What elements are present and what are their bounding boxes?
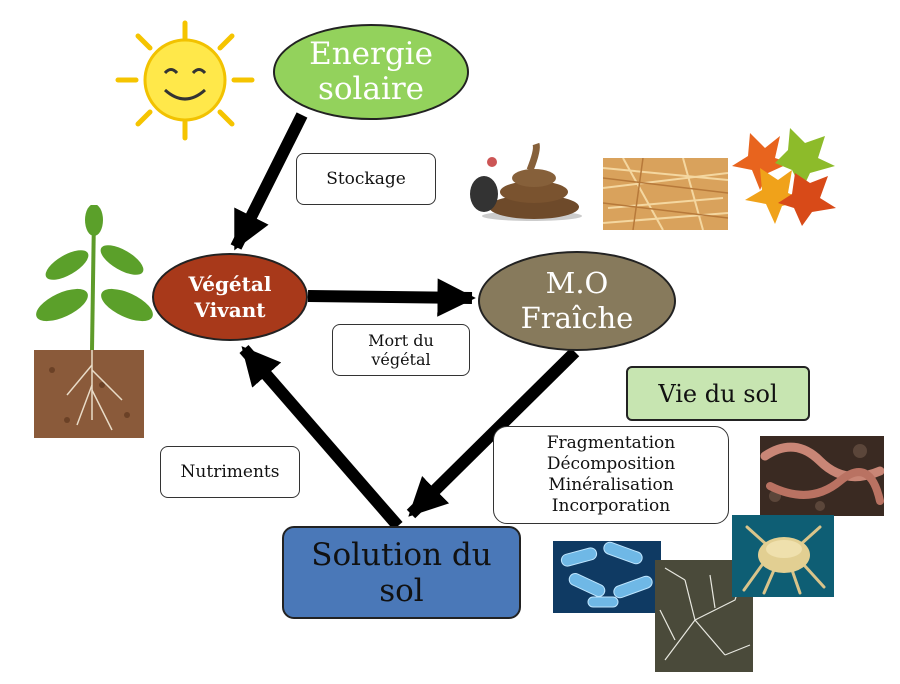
node-label-line: Energie	[309, 36, 433, 72]
edge-label-line: végétal	[371, 350, 431, 369]
node-vie-du-sol: Vie du sol	[626, 366, 810, 421]
process-item: Minéralisation	[548, 475, 674, 495]
node-label-line: Vivant	[194, 298, 266, 322]
node-label-line: Solution du	[311, 536, 492, 573]
autumn-leaves-icon	[732, 128, 836, 226]
edge-label-text: Nutriments	[180, 462, 280, 482]
node-label-line: solaire	[317, 71, 425, 107]
node-mo-fraiche: M.O Fraîche	[478, 251, 676, 351]
arrow-solution-to-vegetal	[239, 345, 403, 530]
arrow-energie-to-vegetal	[230, 112, 308, 251]
straw-icon	[603, 158, 728, 230]
node-vegetal-vivant: Végétal Vivant	[152, 253, 308, 341]
process-item: Incorporation	[551, 496, 671, 516]
plant-icon	[34, 205, 153, 438]
label-soil-processes: Fragmentation Décomposition Minéralisati…	[493, 426, 729, 524]
edge-label-text: Stockage	[326, 169, 406, 189]
bacteria-icon	[553, 541, 661, 613]
label-stockage: Stockage	[296, 153, 436, 205]
process-item: Décomposition	[546, 454, 676, 474]
node-label-line: Végétal	[188, 272, 272, 296]
earthworm-icon	[760, 436, 884, 516]
node-label-line: sol	[379, 572, 424, 609]
arrow-mo-to-solution	[406, 347, 580, 519]
node-label-line: Fraîche	[520, 301, 634, 335]
process-item: Fragmentation	[546, 433, 676, 453]
manure-icon	[470, 142, 582, 221]
node-label-line: Vie du sol	[658, 379, 778, 408]
edge-label-line: Mort du	[368, 331, 434, 350]
label-mort-du-vegetal: Mort du végétal	[332, 324, 470, 376]
sun-icon	[115, 20, 255, 141]
label-nutriments: Nutriments	[160, 446, 300, 498]
arrow-vegetal-to-mo	[307, 278, 476, 317]
mite-icon	[732, 515, 834, 597]
node-energie-solaire: Energie solaire	[273, 24, 469, 120]
node-solution-du-sol: Solution du sol	[282, 526, 521, 619]
node-label-line: M.O	[545, 266, 609, 300]
